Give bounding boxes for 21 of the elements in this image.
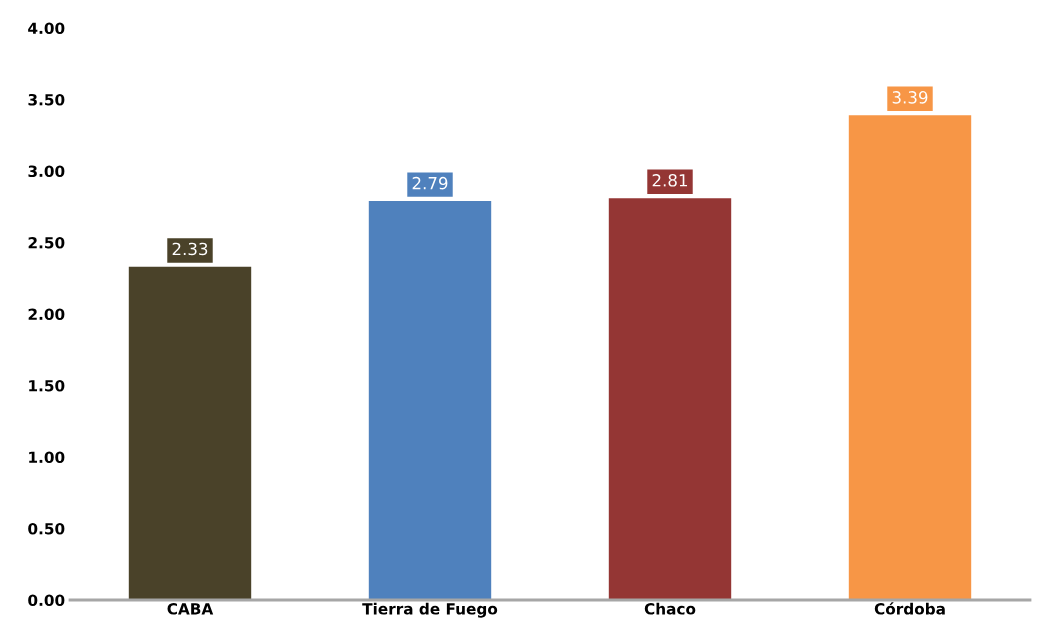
data-label: 2.33: [172, 242, 208, 256]
y-tick-label: 1.00: [29, 451, 65, 464]
x-tick-label: Córdoba: [874, 602, 945, 615]
data-label: 3.39: [892, 91, 928, 104]
y-tick-label: 3.50: [28, 93, 65, 106]
x-tick-label: Chaco: [644, 602, 696, 615]
x-tick-label: Tierra de Fuego: [362, 602, 498, 618]
bar: [608, 198, 732, 600]
y-tick-label: 4.00: [28, 22, 65, 35]
bar: [368, 201, 492, 600]
y-tick-label: 1.50: [29, 379, 65, 392]
x-tick-label: CABA: [167, 603, 214, 615]
y-tick-label: 2.00: [28, 308, 65, 321]
bar: [128, 266, 252, 600]
y-tick-label: 3.00: [28, 165, 65, 178]
data-label: 2.81: [652, 174, 688, 187]
bar: [848, 115, 972, 600]
y-tick-label: 0.00: [28, 594, 65, 607]
y-tick-label: 2.50: [28, 236, 65, 249]
y-tick-label: 0.50: [28, 522, 65, 535]
data-label: 2.79: [412, 176, 448, 190]
